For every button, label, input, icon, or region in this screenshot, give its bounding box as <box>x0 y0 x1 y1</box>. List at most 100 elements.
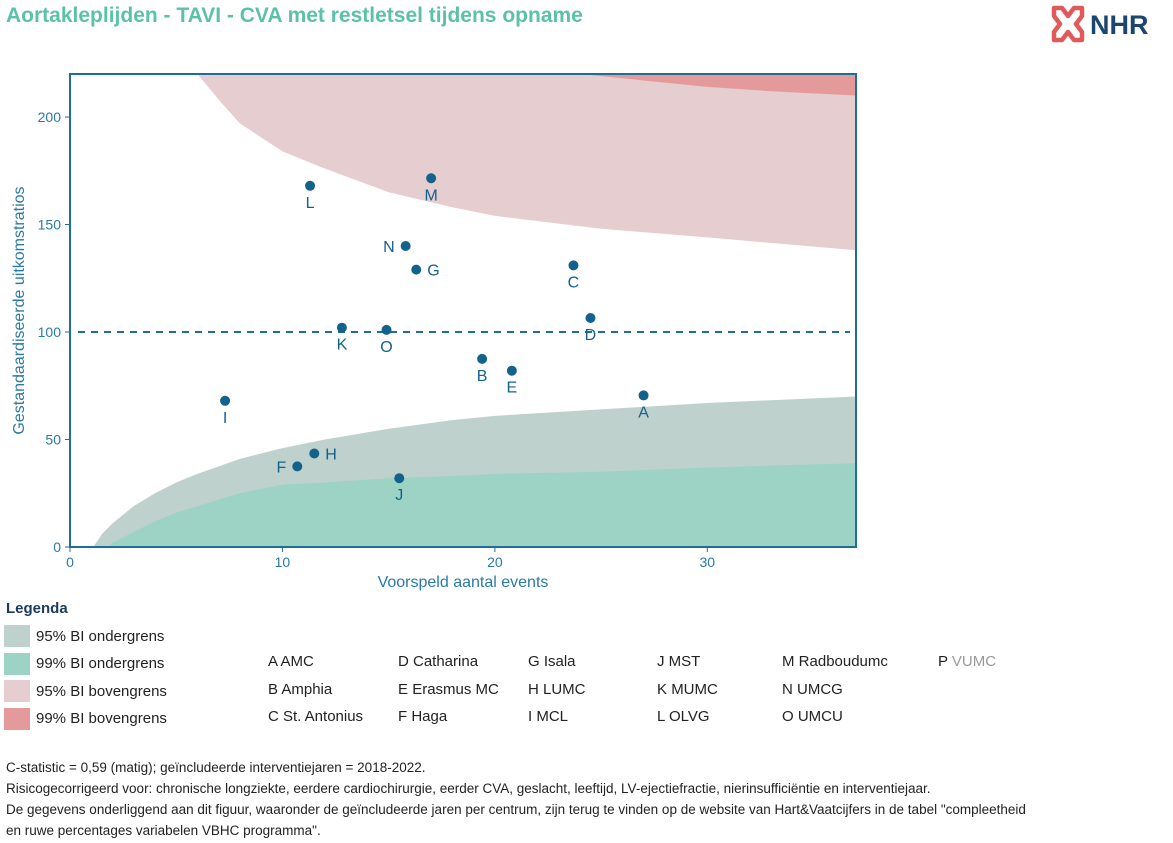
point-A <box>638 390 649 401</box>
center-name: Catharina <box>413 653 479 670</box>
center-code: L <box>657 708 669 725</box>
point-E <box>506 365 517 376</box>
point-label-I: I <box>223 410 227 427</box>
center-name: UMCU <box>797 708 843 725</box>
center-I: I MCL <box>528 708 568 725</box>
legend-item: 95% BI ondergrens <box>4 625 164 647</box>
legend-swatch <box>4 625 30 647</box>
center-code: N <box>782 680 797 698</box>
footnote-line: Risicogecorrigeerd voor: chronische long… <box>6 781 931 796</box>
center-name: Radboudumc <box>798 653 888 670</box>
point-label-N: N <box>383 239 395 256</box>
center-name: Isala <box>543 653 576 670</box>
center-M: M Radboudumc <box>782 653 888 670</box>
legend-label: 95% BI ondergrens <box>36 627 165 645</box>
center-name: St. Antonius <box>283 708 364 725</box>
legend-swatch <box>4 652 30 675</box>
page-title: Aortakleplijden - TAVI - CVA met restlet… <box>6 4 583 27</box>
center-A: A AMC <box>268 653 314 670</box>
point-O <box>381 324 392 335</box>
point-label-C: C <box>568 274 580 291</box>
axes: 0 10 20 30 0 50 100 150 200 <box>38 109 716 570</box>
center-code: A <box>268 653 281 670</box>
point-label-L: L <box>306 195 315 212</box>
center-code: O <box>782 708 798 725</box>
legend-label: 95% BI bovengrens <box>36 682 167 700</box>
center-name: MUMC <box>671 680 718 698</box>
footnote-line: C-statistic = 0,59 (matig); geïncludeerd… <box>6 760 426 775</box>
point-label-K: K <box>337 337 348 354</box>
center-F: F Haga <box>398 708 447 725</box>
center-name: Amphia <box>281 680 333 698</box>
y-tick-label: 100 <box>38 324 62 340</box>
point-G <box>411 264 422 275</box>
center-name: MCL <box>536 708 569 725</box>
center-code: H <box>528 680 543 698</box>
x-tick-label: 10 <box>275 554 291 570</box>
legend-swatch <box>4 707 30 730</box>
point-J <box>394 473 405 484</box>
center-L: L OLVG <box>657 708 710 725</box>
center-name: Erasmus MC <box>412 680 499 698</box>
point-L <box>305 180 316 191</box>
point-M <box>426 173 437 184</box>
point-label-B: B <box>477 368 488 385</box>
y-tick-label: 50 <box>45 432 61 448</box>
point-H <box>309 448 320 459</box>
legend-swatch <box>4 680 30 702</box>
center-D: D Catharina <box>398 653 478 670</box>
band-99-upper <box>579 74 856 96</box>
center-G: G Isala <box>528 653 576 670</box>
center-E: E Erasmus MC <box>398 681 499 698</box>
legend-label: 99% BI ondergrens <box>36 655 165 672</box>
scatter-chart: 0 10 20 30 0 50 100 150 200 A B C D E F G H I J K L M N O Voor… <box>11 73 857 591</box>
point-label-E: E <box>507 380 518 397</box>
point-D <box>585 313 596 324</box>
center-H: H LUMC <box>528 681 586 698</box>
x-tick-label: 20 <box>487 554 503 570</box>
footnote-line: De gegevens onderliggend aan dit figuur,… <box>6 802 1026 817</box>
center-P: P VUMC <box>938 653 996 670</box>
point-label-H: H <box>325 446 337 463</box>
legend-label: 99% BI bovengrens <box>36 710 167 727</box>
center-name: UMCG <box>797 680 843 698</box>
legend-item: 99% BI ondergrens <box>4 652 165 675</box>
center-code: E <box>398 680 413 698</box>
y-tick-label: 200 <box>38 109 62 125</box>
nhr-logo: NHR <box>1051 5 1149 43</box>
legend-item: 95% BI bovengrens <box>4 680 167 702</box>
point-K <box>336 322 347 333</box>
center-code: C <box>268 708 283 725</box>
legend-title: Legenda <box>6 600 68 617</box>
center-K: K MUMC <box>657 681 718 698</box>
footnote-line: en ruwe percentages variabelen VBHC prog… <box>6 823 321 838</box>
point-F <box>292 461 303 472</box>
point-label-G: G <box>427 263 439 280</box>
center-code: P <box>938 653 952 670</box>
center-name: AMC <box>280 653 314 670</box>
point-label-A: A <box>638 404 649 421</box>
center-B: B Amphia <box>268 681 332 698</box>
center-code: B <box>268 680 282 698</box>
center-code: G <box>528 653 544 670</box>
legend-item: 99% BI bovengrens <box>4 707 167 730</box>
center-code: F <box>398 708 412 725</box>
logo-text: NHR <box>1090 10 1149 40</box>
center-N: N UMCG <box>782 681 843 698</box>
center-name: LUMC <box>543 680 586 698</box>
point-B <box>477 353 488 364</box>
band-95-upper <box>197 74 856 251</box>
point-label-J: J <box>395 487 403 504</box>
center-code: M <box>782 653 799 670</box>
center-code: K <box>657 680 672 698</box>
center-J: J MST <box>657 653 700 670</box>
confidence-bands <box>93 74 857 547</box>
center-name: Haga <box>411 708 448 725</box>
nhr-cross-icon <box>1051 5 1085 43</box>
center-O: O UMCU <box>782 708 843 725</box>
point-label-D: D <box>585 327 597 344</box>
center-name: MST <box>668 653 701 670</box>
y-tick-label: 0 <box>53 539 61 555</box>
center-name: OLVG <box>668 708 710 725</box>
point-label-M: M <box>424 187 437 204</box>
